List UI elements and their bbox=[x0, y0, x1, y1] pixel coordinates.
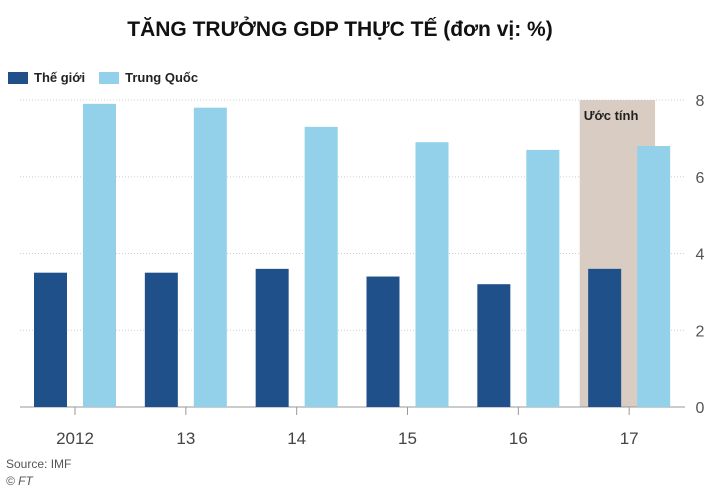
y-tick-label-6: 6 bbox=[696, 170, 705, 187]
bar-china-2012 bbox=[83, 103, 116, 408]
bar-world-17 bbox=[588, 268, 622, 407]
y-tick-label-8: 8 bbox=[696, 93, 705, 110]
legend-item-world: Thế giới bbox=[8, 70, 85, 85]
legend-swatch-china bbox=[99, 71, 120, 84]
copyright-note: © FT bbox=[6, 474, 33, 488]
estimate-label: Ước tính bbox=[584, 108, 639, 123]
x-tick-label-14: 14 bbox=[287, 429, 306, 448]
bar-world-16 bbox=[477, 284, 511, 407]
bar-china-13 bbox=[193, 107, 227, 408]
x-tick-label-2012: 2012 bbox=[56, 429, 94, 448]
y-tick-label-0: 0 bbox=[696, 400, 705, 417]
bar-world-2012 bbox=[34, 272, 67, 407]
bar-china-16 bbox=[526, 149, 560, 407]
legend-label-world: Thế giới bbox=[34, 70, 86, 85]
bar-world-14 bbox=[255, 268, 289, 407]
chart-legend: Thế giới Trung Quốc bbox=[8, 70, 212, 85]
y-tick-label-4: 4 bbox=[696, 247, 705, 264]
bar-world-13 bbox=[144, 272, 178, 407]
bar-china-14 bbox=[304, 126, 338, 408]
source-note: Source: IMF bbox=[6, 457, 72, 471]
y-tick-label-2: 2 bbox=[696, 323, 705, 340]
x-tick-label-15: 15 bbox=[398, 429, 417, 448]
bar-china-15 bbox=[415, 142, 449, 407]
x-tick-label-13: 13 bbox=[176, 429, 195, 448]
bar-world-15 bbox=[366, 276, 400, 407]
legend-label-china: Trung Quốc bbox=[125, 70, 199, 85]
chart-title: TĂNG TRƯỞNG GDP THỰC TẾ (đơn vị: %) bbox=[127, 18, 553, 41]
bar-china-17 bbox=[637, 146, 671, 408]
x-tick-label-17: 17 bbox=[620, 429, 639, 448]
legend-swatch-world bbox=[8, 71, 28, 84]
legend-item-china: Trung Quốc bbox=[99, 70, 198, 85]
x-tick-label-16: 16 bbox=[509, 429, 528, 448]
